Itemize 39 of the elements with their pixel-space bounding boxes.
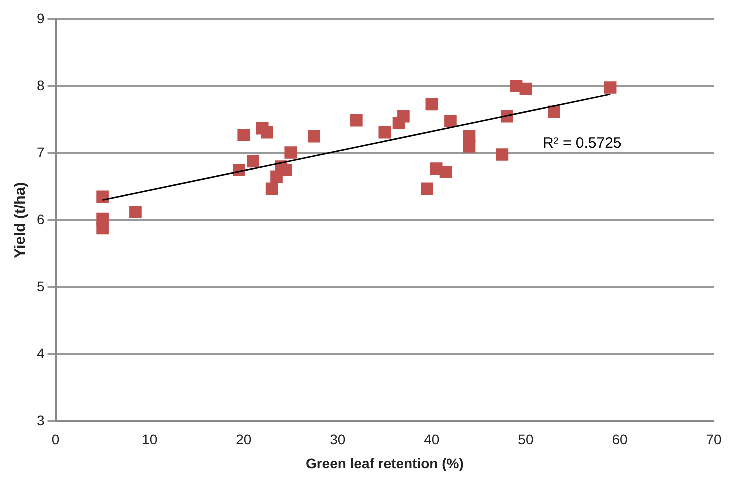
y-tick-label: 6	[36, 211, 45, 228]
annotation: R² = 0.5725	[542, 135, 622, 152]
point	[130, 206, 142, 219]
point	[398, 110, 410, 123]
point	[96, 190, 109, 204]
point	[426, 98, 438, 111]
point	[421, 182, 434, 196]
y-tick-label: 8	[36, 77, 45, 94]
point	[284, 146, 298, 159]
point	[548, 106, 560, 118]
x-tick-label: 50	[518, 432, 534, 448]
y-tick-label: 3	[36, 412, 45, 428]
x-tick-label: 0	[52, 432, 60, 448]
x-tick-label: 70	[706, 432, 722, 448]
y-tick-label: 9	[36, 10, 45, 26]
point	[238, 129, 250, 142]
x-tick-label: 10	[142, 432, 158, 448]
y-tick-label: 4	[36, 345, 45, 362]
point	[308, 130, 321, 143]
point	[604, 82, 617, 94]
y-tick-label: 7	[36, 144, 45, 160]
point	[444, 115, 457, 128]
point	[96, 222, 109, 235]
x-tick-label: 20	[236, 432, 252, 448]
y-tick-label: 5	[36, 278, 45, 294]
point	[378, 126, 392, 139]
point	[261, 126, 274, 139]
point	[463, 140, 476, 153]
point	[247, 155, 260, 168]
x-tick-label: 40	[424, 432, 440, 448]
y-axis-title: Yield (t/ha)	[12, 182, 30, 258]
point	[440, 166, 452, 178]
point	[350, 114, 363, 127]
point	[520, 82, 532, 96]
point	[496, 148, 509, 161]
x-axis-title: Green leaf retention (%)	[306, 455, 464, 472]
x-tick-label: 30	[330, 432, 346, 448]
point	[266, 182, 278, 196]
x-tick-label: 60	[612, 432, 628, 448]
